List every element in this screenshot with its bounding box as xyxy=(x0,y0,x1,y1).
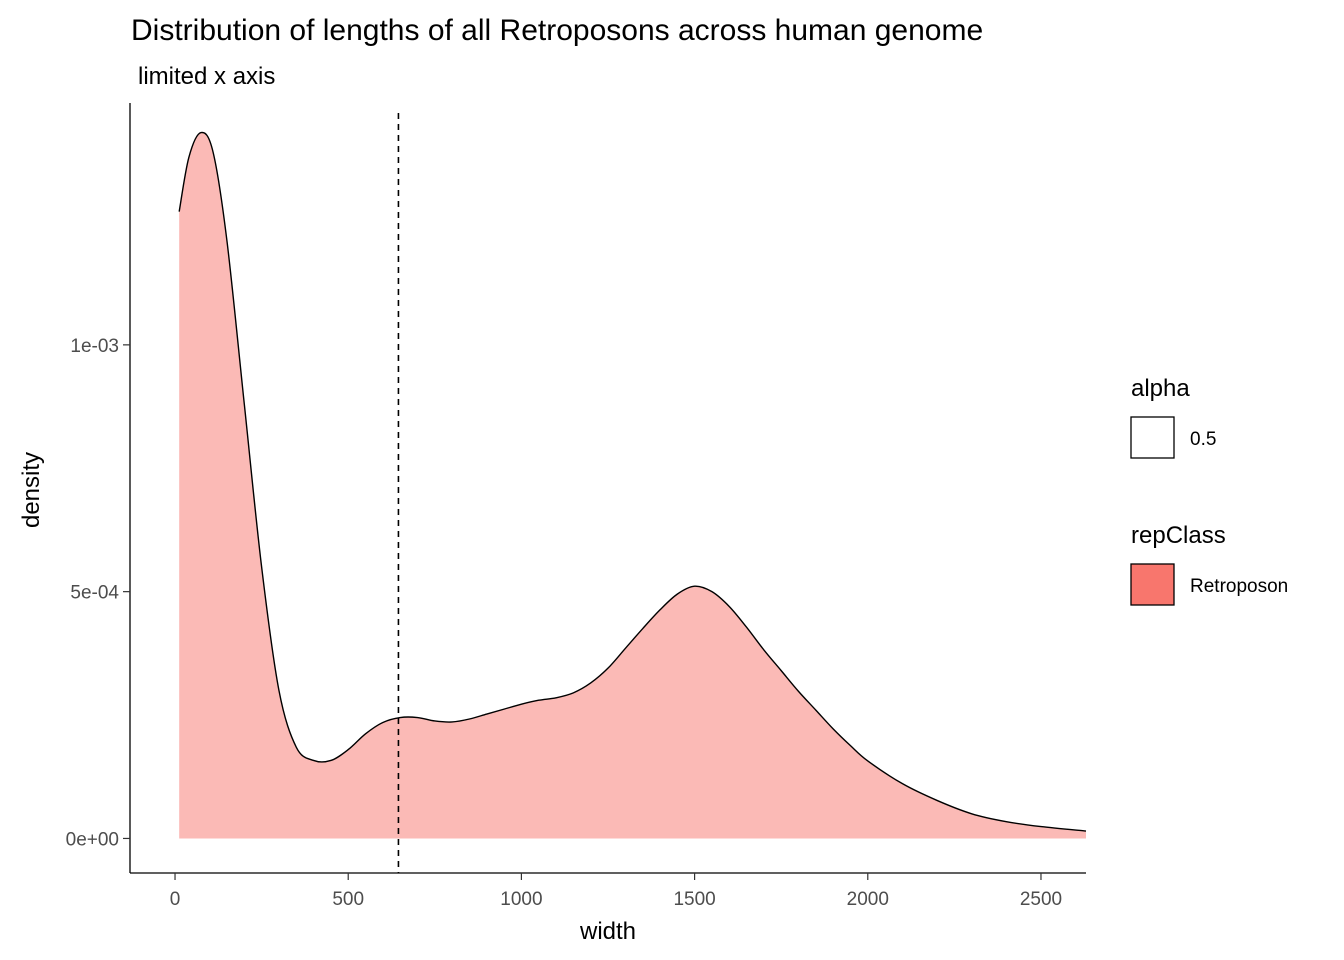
legend-alpha-title: alpha xyxy=(1131,375,1190,402)
y-tick-label: 5e-04 xyxy=(70,583,119,604)
y-tick-label: 0e+00 xyxy=(66,829,119,850)
legend-alpha-label: 0.5 xyxy=(1190,429,1216,450)
x-tick-label: 0 xyxy=(170,889,181,910)
legend-alpha-key xyxy=(1130,416,1175,459)
x-axis-label: width xyxy=(579,918,636,945)
legend-repclass-label: Retroposon xyxy=(1190,576,1288,597)
density-area xyxy=(179,132,1086,839)
y-tick-label: 1e-03 xyxy=(70,336,119,357)
x-tick-label: 1000 xyxy=(500,889,542,910)
chart-subtitle: limited x axis xyxy=(138,63,275,90)
legend-repclass-key xyxy=(1130,563,1175,606)
x-tick-label: 2000 xyxy=(847,889,889,910)
density-curve xyxy=(178,131,1087,832)
legend-alpha: alpha 0.5 xyxy=(1130,375,1216,459)
chart-title: Distribution of lengths of all Retroposo… xyxy=(131,14,983,47)
y-axis-label: density xyxy=(18,452,45,528)
legend-repclass: repClass Retroposon xyxy=(1130,522,1288,606)
y-axis-ticks: 0e+00 5e-04 1e-03 xyxy=(66,336,130,850)
x-tick-label: 500 xyxy=(332,889,364,910)
x-tick-label: 1500 xyxy=(673,889,715,910)
legend-repclass-title: repClass xyxy=(1131,522,1226,549)
plot-panel xyxy=(129,103,1087,874)
x-axis-ticks: 0 500 1000 1500 2000 2500 xyxy=(170,873,1062,910)
x-tick-label: 2500 xyxy=(1020,889,1062,910)
